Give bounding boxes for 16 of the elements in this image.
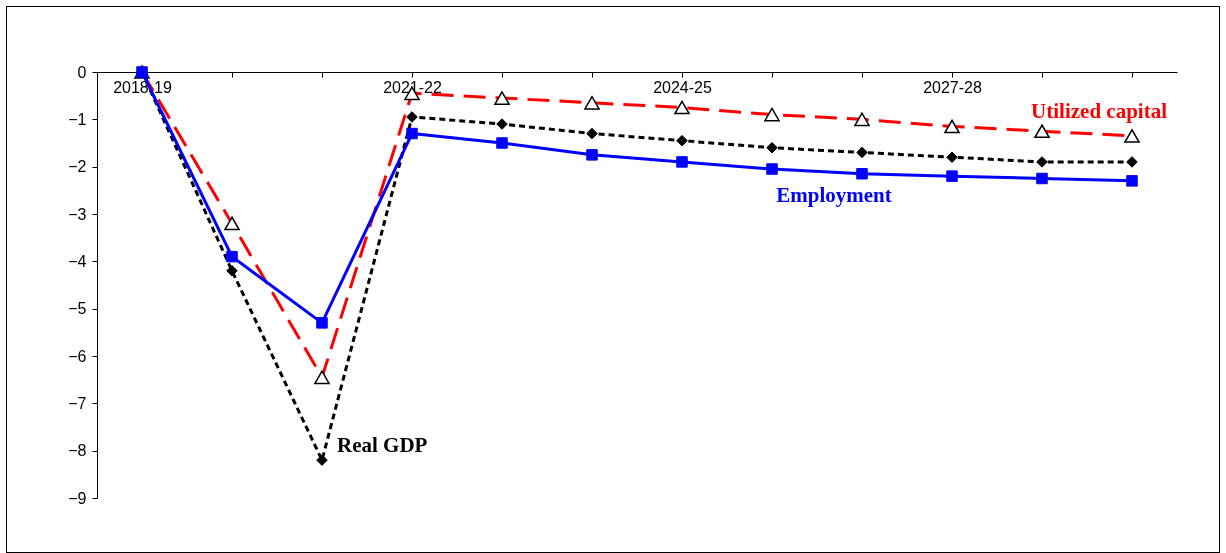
y-tick-label: −6 <box>68 347 87 365</box>
y-tick-label: −3 <box>68 205 87 223</box>
series-label: Utilized capital <box>1031 98 1168 123</box>
series-label: Real GDP <box>337 433 428 458</box>
y-tick-label: −8 <box>68 442 87 460</box>
x-tick-label: 2021-22 <box>383 78 442 96</box>
y-tick-label: 0 <box>77 63 87 81</box>
series-label: Employment <box>776 182 892 207</box>
x-tick-label: 2024-25 <box>653 78 712 96</box>
x-tick-label: 2027-28 <box>923 78 982 96</box>
y-tick-label: −5 <box>68 300 87 318</box>
y-tick-label: −7 <box>68 394 87 412</box>
y-tick-label: −2 <box>68 158 87 176</box>
y-tick-label: −4 <box>68 252 87 270</box>
y-tick-label: −9 <box>68 489 87 507</box>
y-tick-label: −1 <box>68 110 87 128</box>
